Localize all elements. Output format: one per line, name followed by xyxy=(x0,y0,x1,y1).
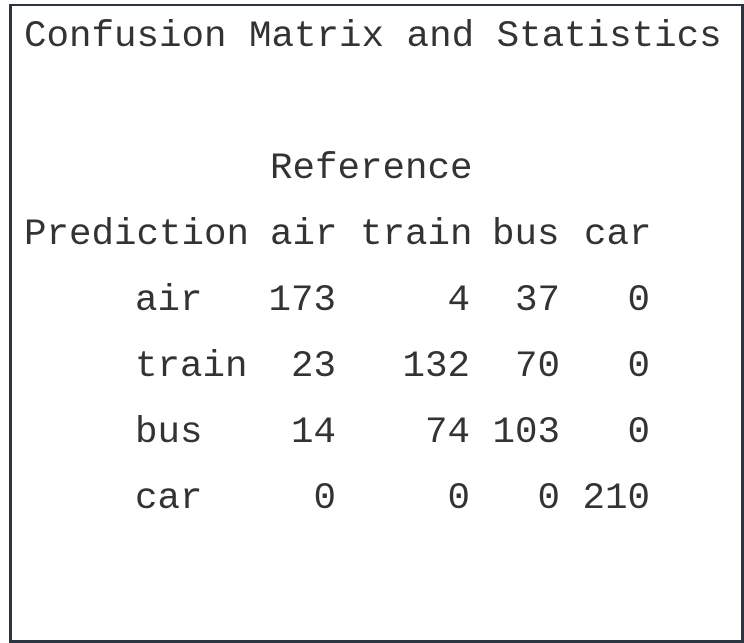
column-header-bus: bus xyxy=(492,214,560,256)
cell-train-train: 132 xyxy=(402,346,470,388)
reference-header: Reference xyxy=(270,148,473,190)
cell-air-bus: 37 xyxy=(514,280,560,322)
cell-bus-train: 74 xyxy=(424,412,470,454)
console-output-panel: Confusion Matrix and Statistics Referenc… xyxy=(9,4,744,643)
cell-bus-air: 14 xyxy=(290,412,336,454)
prediction-header: Prediction xyxy=(24,214,250,256)
output-title: Confusion Matrix and Statistics xyxy=(24,16,722,58)
column-header-air: air xyxy=(270,214,338,256)
cell-air-train: 4 xyxy=(447,280,470,322)
cell-train-bus: 70 xyxy=(514,346,560,388)
cell-car-train: 0 xyxy=(447,478,470,520)
cell-train-car: 0 xyxy=(627,346,650,388)
row-label-train: train xyxy=(135,346,248,388)
cell-car-bus: 0 xyxy=(537,478,560,520)
row-label-bus: bus xyxy=(135,412,203,454)
row-label-car: car xyxy=(135,478,203,520)
cell-bus-bus: 103 xyxy=(492,412,560,454)
column-header-car: car xyxy=(584,214,652,256)
cell-bus-car: 0 xyxy=(627,412,650,454)
cell-air-air: 173 xyxy=(268,280,336,322)
cell-car-air: 0 xyxy=(313,478,336,520)
cell-air-car: 0 xyxy=(627,280,650,322)
cell-car-car: 210 xyxy=(582,478,650,520)
row-label-air: air xyxy=(135,280,203,322)
column-header-train: train xyxy=(360,214,473,256)
cell-train-air: 23 xyxy=(290,346,336,388)
